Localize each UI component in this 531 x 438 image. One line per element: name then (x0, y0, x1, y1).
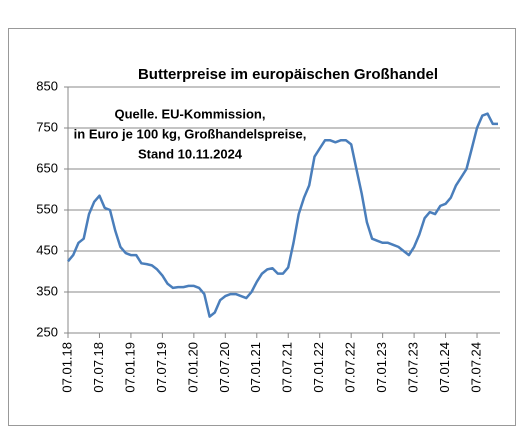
x-tick-label: 07.07.23 (406, 342, 421, 393)
y-tick-label: 850 (36, 78, 58, 93)
y-tick-label: 350 (36, 283, 58, 298)
x-tick-label: 07.01.18 (59, 342, 74, 393)
x-tick-label: 07.01.22 (311, 342, 326, 393)
y-tick-label: 550 (36, 201, 58, 216)
y-tick-label: 450 (36, 242, 58, 257)
x-tick-label: 07.07.19 (154, 342, 169, 393)
x-tick-label: 07.01.24 (437, 342, 452, 393)
x-tick-label: 07.01.23 (374, 342, 389, 393)
data-line (67, 112, 498, 318)
x-tick-label: 07.07.22 (343, 342, 358, 393)
x-tick-label: 07.07.18 (91, 342, 106, 393)
annotation: Stand 10.11.2024 (138, 146, 243, 161)
annotation: in Euro je 100 kg, Großhandelspreise, (74, 126, 307, 141)
x-tick-label: 07.01.19 (122, 342, 137, 393)
chart-title: Butterpreise im europäischen Großhandel (138, 66, 438, 83)
annotation: Quelle. EU-Kommission, (115, 106, 266, 121)
chart-border (8, 28, 516, 426)
y-tick-label: 250 (36, 324, 58, 339)
x-tick-label: 07.07.20 (217, 342, 232, 393)
x-tick-label: 07.01.21 (248, 342, 263, 393)
x-tick-label: 07.07.21 (280, 342, 295, 393)
y-tick-label: 750 (36, 119, 58, 134)
y-tick-label: 650 (36, 160, 58, 175)
x-tick-label: 07.07.24 (468, 342, 483, 393)
x-tick-label: 07.01.20 (185, 342, 200, 393)
